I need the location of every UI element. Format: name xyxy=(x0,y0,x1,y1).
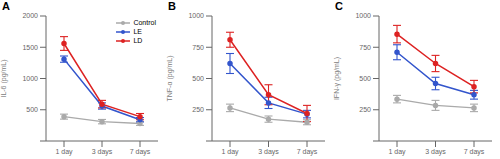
svg-text:7 days: 7 days xyxy=(464,148,485,156)
svg-text:3 days: 3 days xyxy=(92,148,113,156)
svg-text:500: 500 xyxy=(26,106,38,113)
svg-text:1000: 1000 xyxy=(355,12,371,19)
svg-text:750: 750 xyxy=(192,44,204,51)
svg-text:TNF-α (pg/mL): TNF-α (pg/mL) xyxy=(166,55,174,101)
html-text:LD: LD xyxy=(133,37,143,44)
svg-text:1 day: 1 day xyxy=(388,148,406,156)
svg-text:IL-6 (pg/mL): IL-6 (pg/mL) xyxy=(8,59,9,97)
svg-text:3 days: 3 days xyxy=(425,148,446,156)
svg-text:500: 500 xyxy=(359,75,371,82)
svg-text:IFN-γ (pg/mL): IFN-γ (pg/mL) xyxy=(333,57,341,100)
svg-text:1 day: 1 day xyxy=(55,148,73,156)
svg-text:750: 750 xyxy=(359,44,371,51)
svg-text:1000: 1000 xyxy=(188,12,204,19)
svg-text:2000: 2000 xyxy=(22,12,38,19)
svg-text:3 days: 3 days xyxy=(258,148,279,156)
svg-text:1000: 1000 xyxy=(22,75,38,82)
svg-text:500: 500 xyxy=(192,75,204,82)
svg-text:1 day: 1 day xyxy=(221,148,239,156)
html-text:C: C xyxy=(335,0,343,12)
html-text:Control: Control xyxy=(133,19,156,26)
svg-text:250: 250 xyxy=(359,106,371,113)
html-text:B: B xyxy=(168,0,176,12)
svg-text:1500: 1500 xyxy=(22,44,38,51)
svg-text:250: 250 xyxy=(192,106,204,113)
svg-text:7 days: 7 days xyxy=(130,148,151,156)
html-text:A: A xyxy=(2,0,10,12)
html-text:LE: LE xyxy=(133,28,142,35)
svg-text:7 days: 7 days xyxy=(297,148,318,156)
